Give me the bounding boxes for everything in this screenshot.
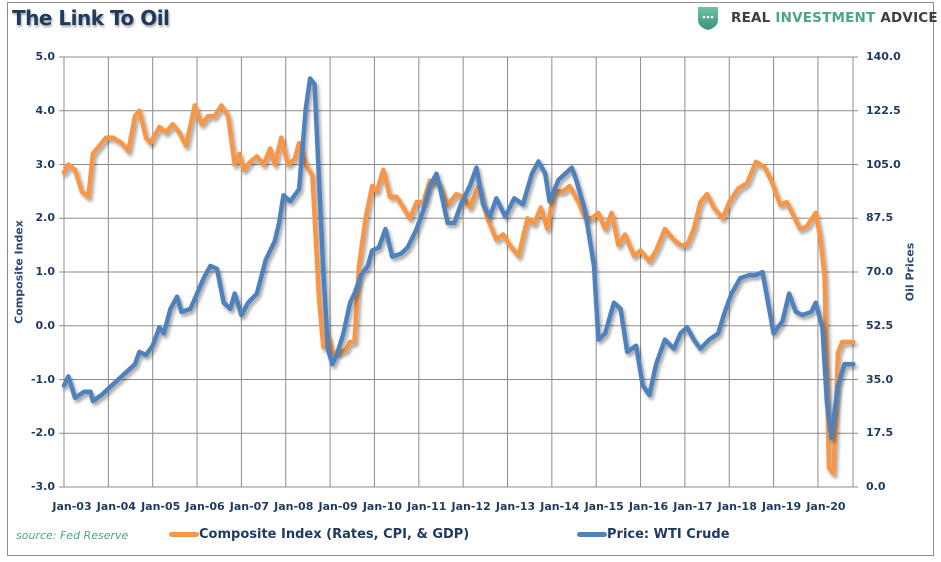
chart-frame bbox=[7, 2, 934, 556]
shield-dots-icon bbox=[698, 7, 718, 30]
source-note: source: Fed Reserve bbox=[16, 529, 129, 542]
series-line-composite-index bbox=[61, 103, 856, 476]
y-tick-label-left: 5.0 bbox=[35, 50, 56, 63]
y-tick-label-right: 105.0 bbox=[866, 157, 901, 171]
x-tick-label: Jan-20 bbox=[806, 500, 846, 513]
legend-swatch-composite bbox=[169, 532, 199, 537]
y-tick-label-right: 122.5 bbox=[866, 103, 901, 117]
y-axis-label-left: Composite Index bbox=[12, 220, 26, 324]
x-tick-label: Jan-18 bbox=[717, 500, 757, 513]
y-tick-label-left: -2.0 bbox=[30, 426, 55, 440]
y-axis-label-right: Oil Prices bbox=[903, 242, 917, 302]
y-tick-label-right: 0.0 bbox=[866, 480, 886, 493]
brand-name: REAL INVESTMENT ADVICE bbox=[731, 10, 938, 26]
x-tick-label: Jan-13 bbox=[495, 500, 536, 513]
x-tick-label: Jan-03 bbox=[52, 500, 92, 513]
legend-label-composite: Composite Index (Rates, CPI, & GDP) bbox=[199, 527, 470, 542]
y-tick-label-left: 1.0 bbox=[35, 265, 56, 278]
x-tick-label: Jan-07 bbox=[229, 500, 270, 513]
y-tick-label-left: 3.0 bbox=[35, 157, 56, 171]
x-tick-label: Jan-08 bbox=[274, 500, 314, 513]
x-tick-label: Jan-16 bbox=[628, 500, 669, 513]
series-line-wti-crude bbox=[61, 76, 856, 441]
y-tick-label-left: -1.0 bbox=[30, 372, 55, 386]
y-tick-label-left: 0.0 bbox=[35, 318, 56, 332]
x-tick-label: Jan-12 bbox=[451, 500, 491, 513]
x-tick-label: Jan-14 bbox=[540, 500, 580, 513]
legend-item-wti: Price: WTI Crude bbox=[577, 527, 730, 542]
y-tick-label-right: 17.5 bbox=[866, 426, 894, 440]
chart-title: The Link To Oil bbox=[12, 6, 170, 30]
x-tick-label: Jan-11 bbox=[407, 500, 447, 513]
y-tick-label-left: -3.0 bbox=[30, 480, 55, 493]
y-tick-label-right: 35.0 bbox=[866, 372, 894, 386]
x-tick-label: Jan-15 bbox=[584, 500, 624, 513]
y-tick-label-right: 140.0 bbox=[866, 50, 901, 63]
legend-label-wti: Price: WTI Crude bbox=[607, 527, 730, 542]
x-tick-label: Jan-17 bbox=[673, 500, 713, 513]
x-tick-label: Jan-19 bbox=[761, 500, 802, 513]
y-tick-label-left: 2.0 bbox=[35, 211, 56, 225]
y-tick-label-right: 70.0 bbox=[866, 265, 894, 278]
brand-logo: REAL INVESTMENT ADVICE bbox=[697, 6, 938, 30]
x-tick-label: Jan-05 bbox=[141, 500, 181, 513]
y-tick-label-right: 87.5 bbox=[866, 211, 894, 225]
x-tick-label: Jan-04 bbox=[96, 500, 136, 513]
x-tick-label: Jan-10 bbox=[362, 500, 403, 513]
y-tick-label-right: 52.5 bbox=[866, 318, 894, 332]
y-tick-label-left: 4.0 bbox=[35, 103, 56, 117]
x-tick-label: Jan-06 bbox=[185, 500, 225, 513]
x-tick-label: Jan-09 bbox=[318, 500, 358, 513]
legend-item-composite: Composite Index (Rates, CPI, & GDP) bbox=[169, 527, 469, 542]
legend-swatch-wti bbox=[577, 532, 607, 537]
